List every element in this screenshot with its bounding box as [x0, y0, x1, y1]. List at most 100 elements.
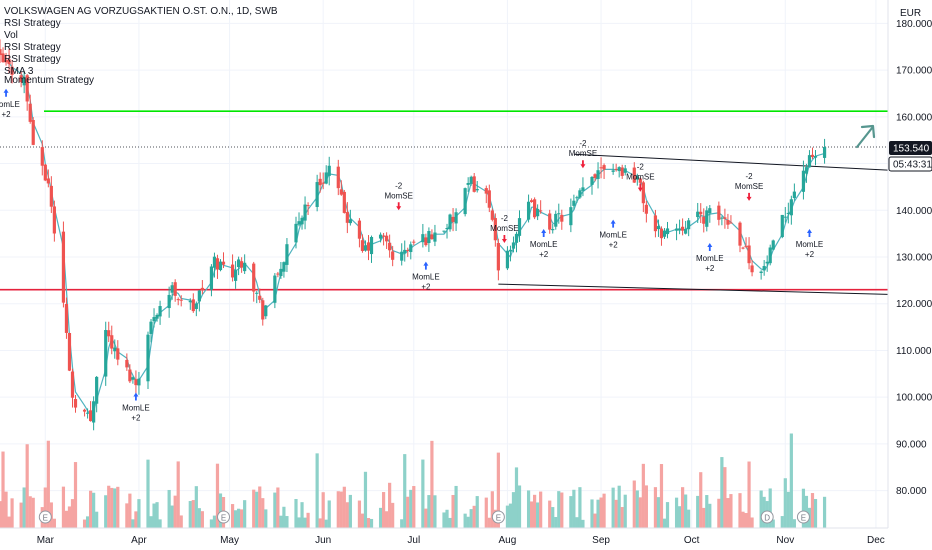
candle-body	[240, 261, 244, 268]
volume-bar	[741, 511, 745, 528]
volume-bar	[792, 519, 796, 528]
candle-body	[409, 244, 413, 253]
horizontal-levels[interactable]	[0, 110, 888, 291]
volume-bar	[644, 485, 648, 528]
short-signal-qty: -2	[745, 172, 753, 181]
volume-bar	[336, 491, 340, 528]
price-tick-label: 110.000	[896, 346, 932, 357]
volume-bar	[197, 508, 201, 528]
earnings-marker[interactable]	[217, 510, 231, 524]
candle-body	[276, 273, 280, 275]
candle-body	[104, 330, 108, 377]
candle-body	[593, 174, 597, 178]
candle-body	[656, 226, 661, 230]
volume-bar	[252, 489, 256, 528]
last-price-value: 153.540	[893, 144, 930, 155]
trendline-upper[interactable]	[573, 153, 889, 171]
candle-body	[484, 188, 488, 194]
trendline-lower[interactable]	[498, 283, 889, 295]
volume-bar	[596, 499, 600, 528]
volume-bar	[381, 492, 386, 528]
candle-body	[759, 271, 763, 273]
volume-bar	[264, 509, 268, 528]
candle-body	[149, 321, 153, 334]
candle-body	[306, 205, 310, 207]
long-signal-label: MomLE	[530, 240, 558, 249]
candle-body	[575, 197, 579, 199]
legend-indicator-4: RSI Strategy	[4, 54, 61, 65]
dividend-marker[interactable]	[760, 510, 774, 524]
candle-body	[454, 212, 458, 224]
candle-body	[67, 332, 72, 371]
candle-body	[617, 167, 621, 172]
volume-bar	[318, 518, 322, 528]
candle-body	[381, 235, 386, 237]
legend-indicator-3: RSI Strategy	[4, 42, 61, 53]
volume-bar	[533, 494, 537, 528]
candle-body	[807, 155, 812, 168]
volume-bar	[738, 493, 742, 528]
earnings-marker-label: E	[43, 514, 48, 523]
candle-body	[85, 412, 90, 414]
earnings-marker[interactable]	[38, 510, 52, 524]
candle-body	[360, 240, 365, 251]
candle-body	[783, 216, 787, 218]
time-tick-label: Nov	[776, 535, 794, 546]
volume-bar	[233, 510, 238, 528]
annotation-arrow-head	[860, 124, 876, 139]
annotation-arrow-shaft	[855, 126, 874, 149]
volume-bar	[635, 490, 639, 528]
candle-body	[167, 294, 171, 309]
candle-body	[469, 176, 473, 184]
candle-body	[348, 219, 352, 224]
volume-bar	[421, 459, 425, 528]
volume-bar	[599, 497, 603, 528]
volume-bar	[149, 516, 153, 528]
earnings-marker[interactable]	[491, 510, 505, 524]
candle-body	[684, 228, 688, 234]
price-tick-label: 170.000	[896, 66, 932, 77]
price-tick-label: 90.000	[896, 439, 927, 450]
time-tick-label: Apr	[131, 535, 147, 546]
short-signal-label: MomSE	[735, 182, 763, 191]
volume-bar	[158, 519, 162, 528]
volume-bar	[188, 501, 192, 528]
volume-bar	[412, 486, 416, 528]
candle-body	[403, 249, 407, 254]
candle-body	[255, 292, 259, 294]
candle-body	[653, 215, 658, 232]
candle-body	[64, 304, 69, 333]
time-axis[interactable]: Mar Apr May Jun Jul Aug Sep Oct Nov Dec	[37, 535, 885, 546]
candle-body	[170, 285, 174, 293]
volume-bar	[306, 512, 310, 528]
last-price-badge	[889, 141, 932, 155]
candle-body	[599, 167, 603, 169]
candle-body	[303, 204, 307, 221]
trendlines[interactable]	[498, 153, 889, 295]
volume-bar	[212, 515, 217, 528]
volume-bar	[705, 495, 709, 528]
candle-body	[539, 210, 543, 212]
volume-bar	[363, 471, 368, 528]
candle-body	[708, 208, 712, 214]
candle-body	[771, 240, 775, 250]
candle-body	[677, 229, 682, 231]
volume-bar	[445, 509, 449, 528]
candle-body	[780, 214, 784, 238]
candle-body	[623, 168, 627, 173]
volume-bar	[620, 507, 624, 528]
volume-bar	[768, 488, 772, 528]
volume-bar	[31, 497, 35, 528]
candle-body	[137, 378, 141, 386]
volume-bar	[128, 493, 132, 528]
candle-body	[357, 220, 362, 239]
earnings-marker-label: E	[496, 514, 501, 523]
candle-body	[46, 178, 50, 184]
volume-bar	[276, 487, 280, 528]
volume-bar	[554, 517, 558, 528]
earnings-marker[interactable]	[796, 510, 810, 524]
candle-body	[786, 212, 790, 214]
volume-bar	[454, 485, 458, 528]
